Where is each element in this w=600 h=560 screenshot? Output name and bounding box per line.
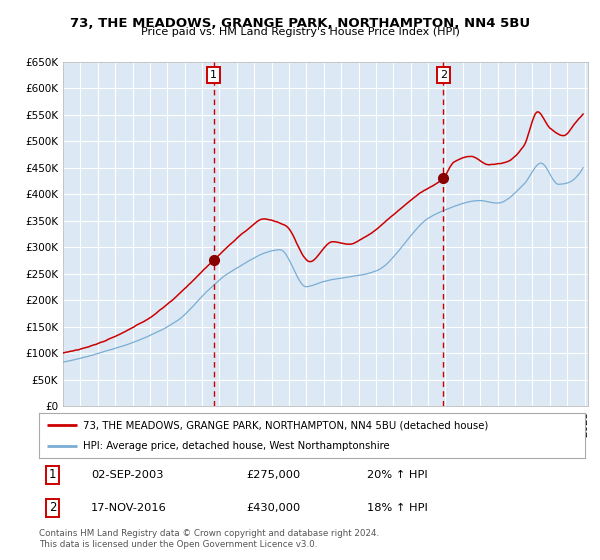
Text: 17-NOV-2016: 17-NOV-2016 [91,503,167,513]
Text: Price paid vs. HM Land Registry's House Price Index (HPI): Price paid vs. HM Land Registry's House … [140,27,460,37]
Text: 73, THE MEADOWS, GRANGE PARK, NORTHAMPTON, NN4 5BU (detached house): 73, THE MEADOWS, GRANGE PARK, NORTHAMPTO… [83,420,488,430]
Text: £430,000: £430,000 [247,503,301,513]
Text: 1: 1 [49,468,56,482]
Text: 2: 2 [440,70,447,80]
Text: 20% ↑ HPI: 20% ↑ HPI [367,470,427,480]
Text: HPI: Average price, detached house, West Northamptonshire: HPI: Average price, detached house, West… [83,441,389,451]
Text: 73, THE MEADOWS, GRANGE PARK, NORTHAMPTON, NN4 5BU: 73, THE MEADOWS, GRANGE PARK, NORTHAMPTO… [70,17,530,30]
Text: 1: 1 [210,70,217,80]
Text: Contains HM Land Registry data © Crown copyright and database right 2024.
This d: Contains HM Land Registry data © Crown c… [39,529,379,549]
Text: 18% ↑ HPI: 18% ↑ HPI [367,503,427,513]
Text: 02-SEP-2003: 02-SEP-2003 [91,470,163,480]
Text: £275,000: £275,000 [247,470,301,480]
Text: 2: 2 [49,501,56,515]
